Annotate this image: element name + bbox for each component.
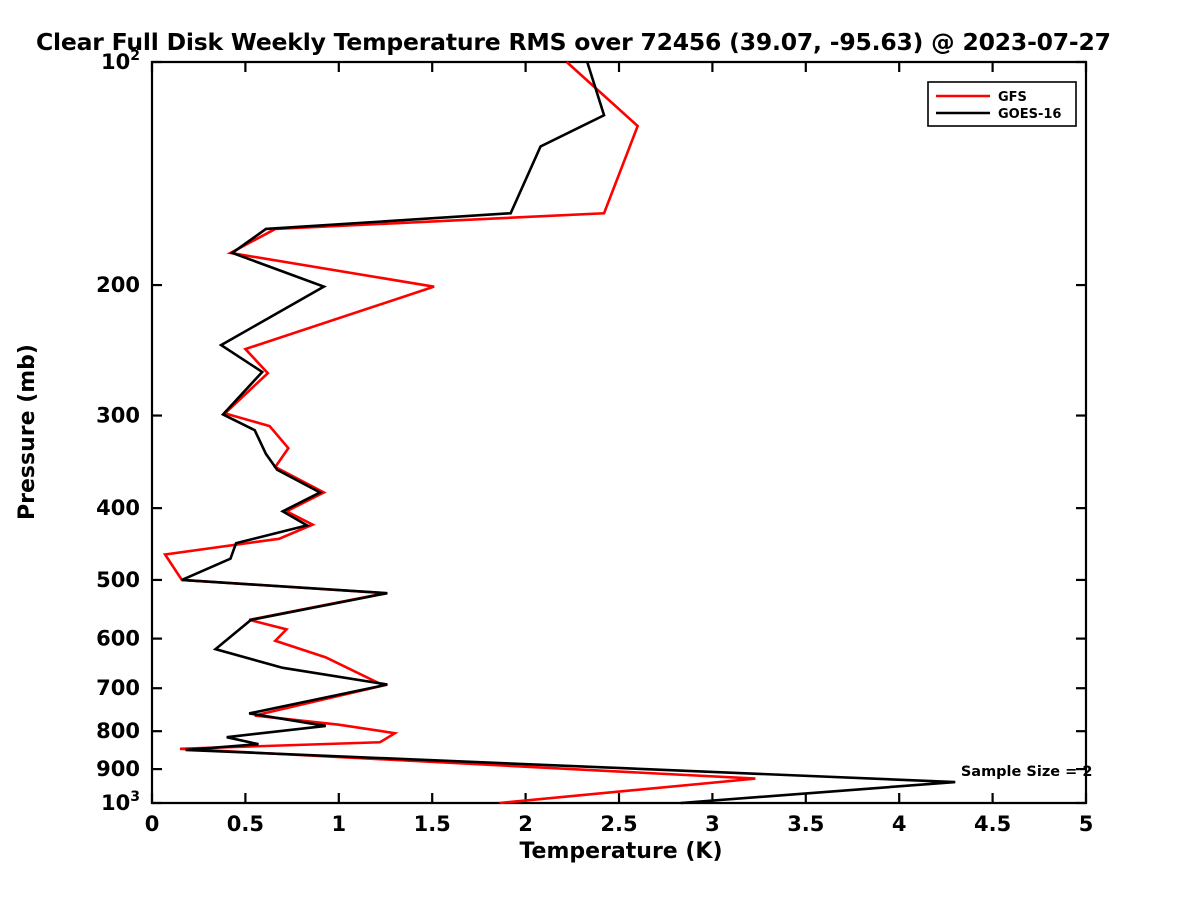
y-tick-label: 103 [101,789,140,815]
legend-label-gfs: GFS [998,90,1027,105]
chart-legend: GFS GOES-16 [927,81,1077,127]
y-axis-label: Pressure (mb) [15,344,40,520]
y-tick-label: 700 [96,676,140,700]
series-line-goes-16 [181,61,956,805]
y-tick-label: 400 [96,496,140,520]
annotation-text: Sample Size = 2 [961,764,1093,780]
y-axis-tick-labels: 102 200 300 400 500 600 700 800 900 103 [96,48,140,815]
x-tick-label: 3 [705,812,720,836]
x-tick-label: 2 [518,812,533,836]
data-series-group [162,61,956,805]
x-tick-label: 3.5 [787,812,824,836]
y-tick-label: 200 [96,273,140,297]
x-axis-ticks [150,62,1088,803]
y-tick-label: 600 [96,627,140,651]
legend-label-goes-16: GOES-16 [998,107,1061,122]
y-tick-label: 300 [96,404,140,428]
sample-size-annotation: Sample Size = 2 [961,764,1093,780]
x-tick-label: 1 [331,812,346,836]
series-line-gfs [162,61,756,805]
x-tick-label: 5 [1079,812,1094,836]
x-tick-label: 0.5 [227,812,264,836]
x-axis-label: Temperature (K) [519,839,722,864]
x-tick-label: 1.5 [414,812,451,836]
x-tick-label: 0 [145,812,160,836]
x-tick-label: 4.5 [974,812,1011,836]
x-axis-tick-labels: 0 0.5 1 1.5 2 2.5 3 3.5 4 4.5 5 [145,812,1094,836]
x-tick-label: 2.5 [600,812,637,836]
y-tick-label: 102 [101,48,140,74]
legend-background [927,81,1077,127]
y-tick-label: 900 [96,757,140,781]
y-tick-label: 500 [96,568,140,592]
page-title: Clear Full Disk Weekly Temperature RMS o… [36,28,1111,56]
x-tick-label: 4 [892,812,907,836]
y-axis-ticks [152,60,1086,805]
y-tick-label: 800 [96,719,140,743]
